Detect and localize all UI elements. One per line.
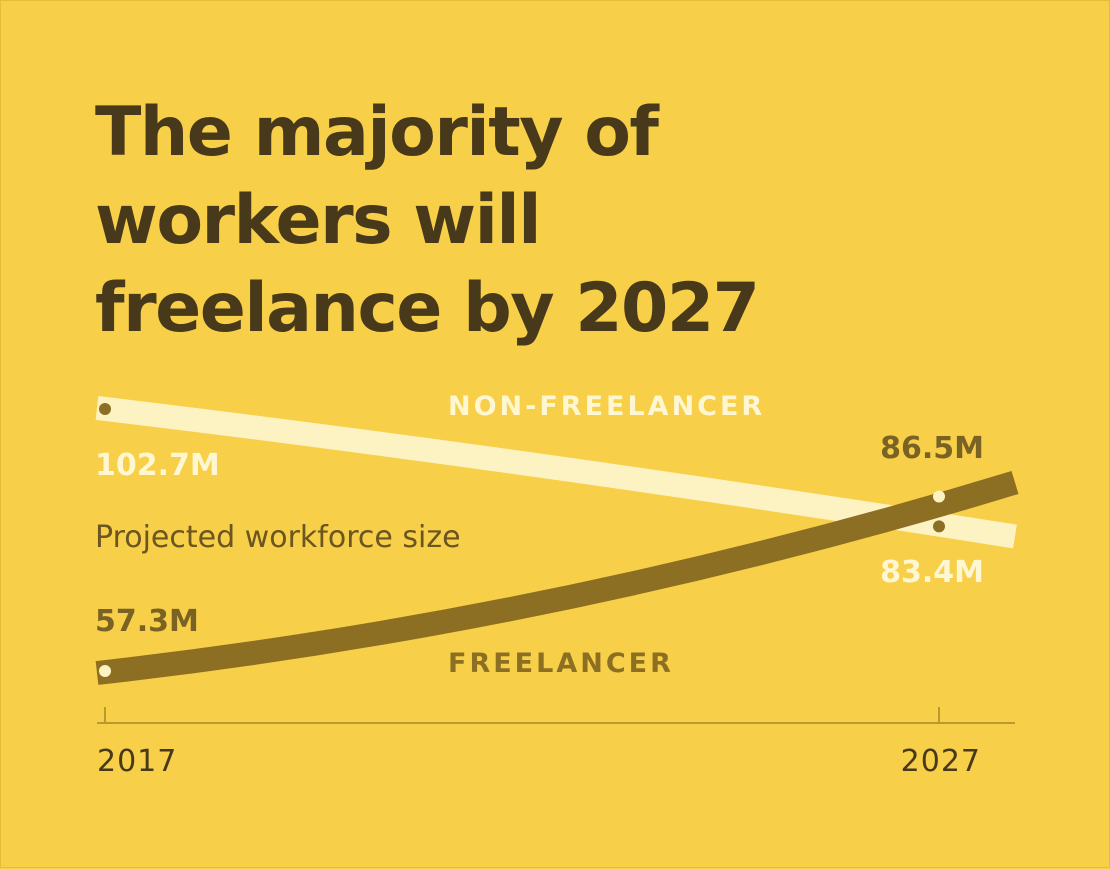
x-tick-label-2017: 2017	[97, 744, 177, 779]
title-line-1: The majority of	[95, 93, 659, 172]
chart-title: The majority of workers will freelance b…	[95, 89, 855, 353]
non-freelancer-series-label: NON-FREELANCER	[448, 391, 765, 422]
non-freelancer-value-2027: 83.4M	[880, 555, 984, 590]
freelancer-point-2027	[933, 490, 945, 503]
freelancer-value-2027: 86.5M	[880, 431, 984, 466]
title-line-3: freelance by 2027	[95, 269, 760, 348]
x-axis: 2017 2027	[97, 707, 1015, 779]
title-line-2: workers will	[95, 181, 542, 260]
freelancer-value-2017: 57.3M	[95, 604, 199, 639]
non-freelancer-point-2027	[933, 520, 945, 533]
non-freelancer-value-2017: 102.7M	[95, 448, 220, 483]
x-tick-label-2027: 2027	[901, 744, 981, 779]
freelancer-point-2017	[99, 665, 111, 677]
freelancer-series-line	[95, 471, 1019, 685]
chart-annotation: Projected workforce size	[95, 520, 461, 555]
freelancer-series-label: FREELANCER	[448, 648, 674, 679]
non-freelancer-point-2017	[99, 403, 111, 415]
